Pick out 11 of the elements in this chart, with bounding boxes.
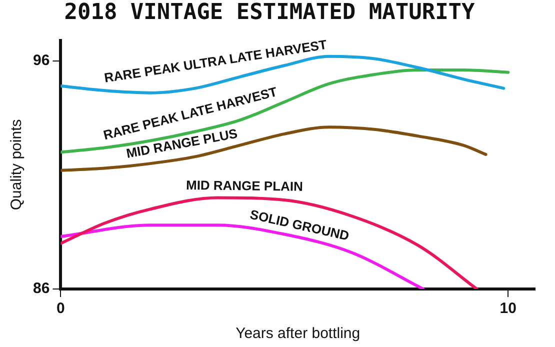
x-axis-title: Years after bottling	[236, 325, 360, 342]
y-tick-label: 96	[32, 52, 50, 70]
series-label: MID RANGE PLAIN	[186, 177, 304, 194]
chart-title: 2018 VINTAGE ESTIMATED MATURITY	[64, 0, 476, 25]
line-series	[60, 196, 478, 289]
x-tick-label: 0	[56, 300, 65, 318]
x-tick-label: 10	[500, 300, 516, 318]
text: RARE PEAK ULTRA LATE HARVEST	[103, 36, 328, 86]
text: SOLID GROUND	[248, 206, 351, 244]
y-axis-title: Quality points	[8, 119, 26, 210]
y-tick-label: 86	[32, 280, 50, 298]
